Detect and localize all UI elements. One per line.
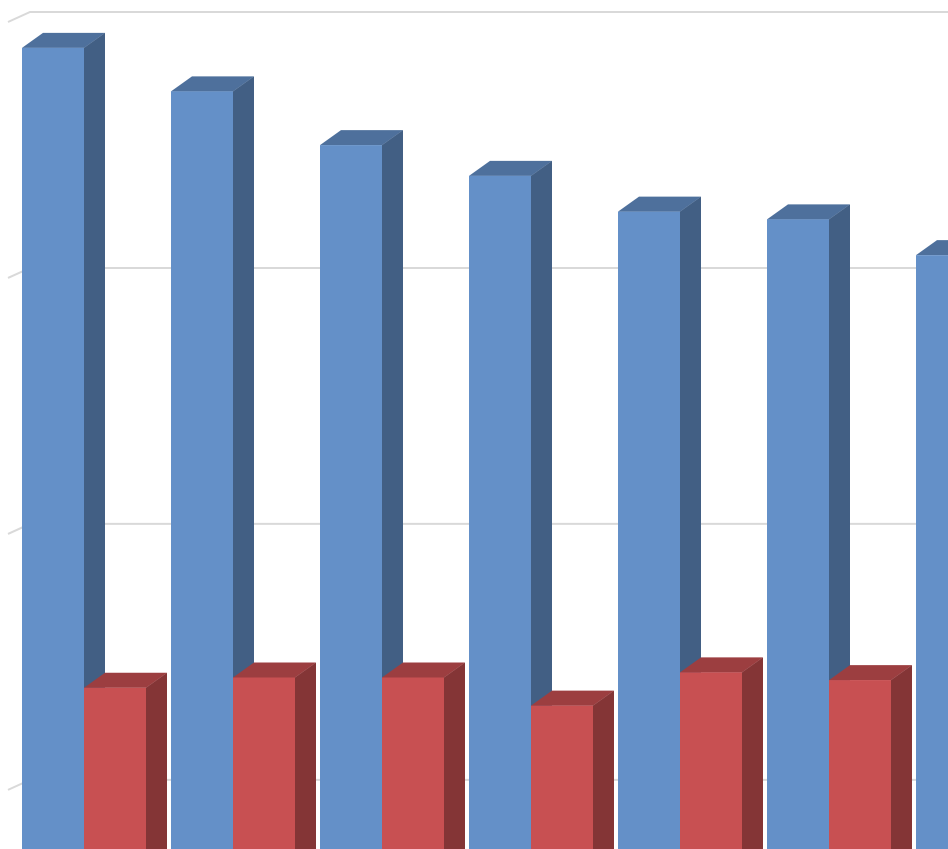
bar (916, 240, 948, 849)
bar-face (680, 672, 742, 849)
bar-face (531, 705, 593, 849)
bar (829, 665, 912, 849)
bar-face (680, 657, 763, 673)
bar-face (742, 657, 763, 849)
bar-face (382, 662, 465, 678)
bar (171, 76, 254, 849)
bar-face (469, 160, 552, 176)
bar-face (320, 130, 403, 146)
bar-face (767, 219, 829, 849)
grid-line (7, 11, 948, 23)
bar-face (320, 145, 382, 849)
bar-face (891, 665, 912, 849)
bar (469, 160, 552, 849)
bar-face (171, 76, 254, 92)
bar-face (146, 672, 167, 849)
bar-face (593, 690, 614, 849)
bar (382, 662, 465, 849)
bar-face (829, 665, 912, 681)
bar (84, 672, 167, 849)
bar-face (531, 160, 552, 849)
bar (233, 662, 316, 849)
bar-face (171, 91, 233, 849)
bar-face (916, 255, 948, 849)
bar-face (618, 211, 680, 849)
bar-face (295, 662, 316, 849)
bar-face (767, 204, 850, 220)
bar-face (444, 662, 465, 849)
bar (22, 32, 105, 849)
bar-face (469, 175, 531, 849)
bar-face (84, 687, 146, 849)
bar (531, 690, 614, 849)
bar-face (84, 672, 167, 688)
bar-face (916, 240, 948, 256)
bar-face (22, 47, 84, 849)
bar (320, 130, 403, 849)
bar-face (233, 662, 316, 678)
bar-face (382, 677, 444, 849)
bar (680, 657, 763, 849)
bar-face (829, 680, 891, 849)
bar-face (84, 32, 105, 849)
bar-face (233, 76, 254, 849)
bar-face (531, 690, 614, 706)
bar-face (618, 196, 701, 212)
bar-face (233, 677, 295, 849)
bar-face (22, 32, 105, 48)
